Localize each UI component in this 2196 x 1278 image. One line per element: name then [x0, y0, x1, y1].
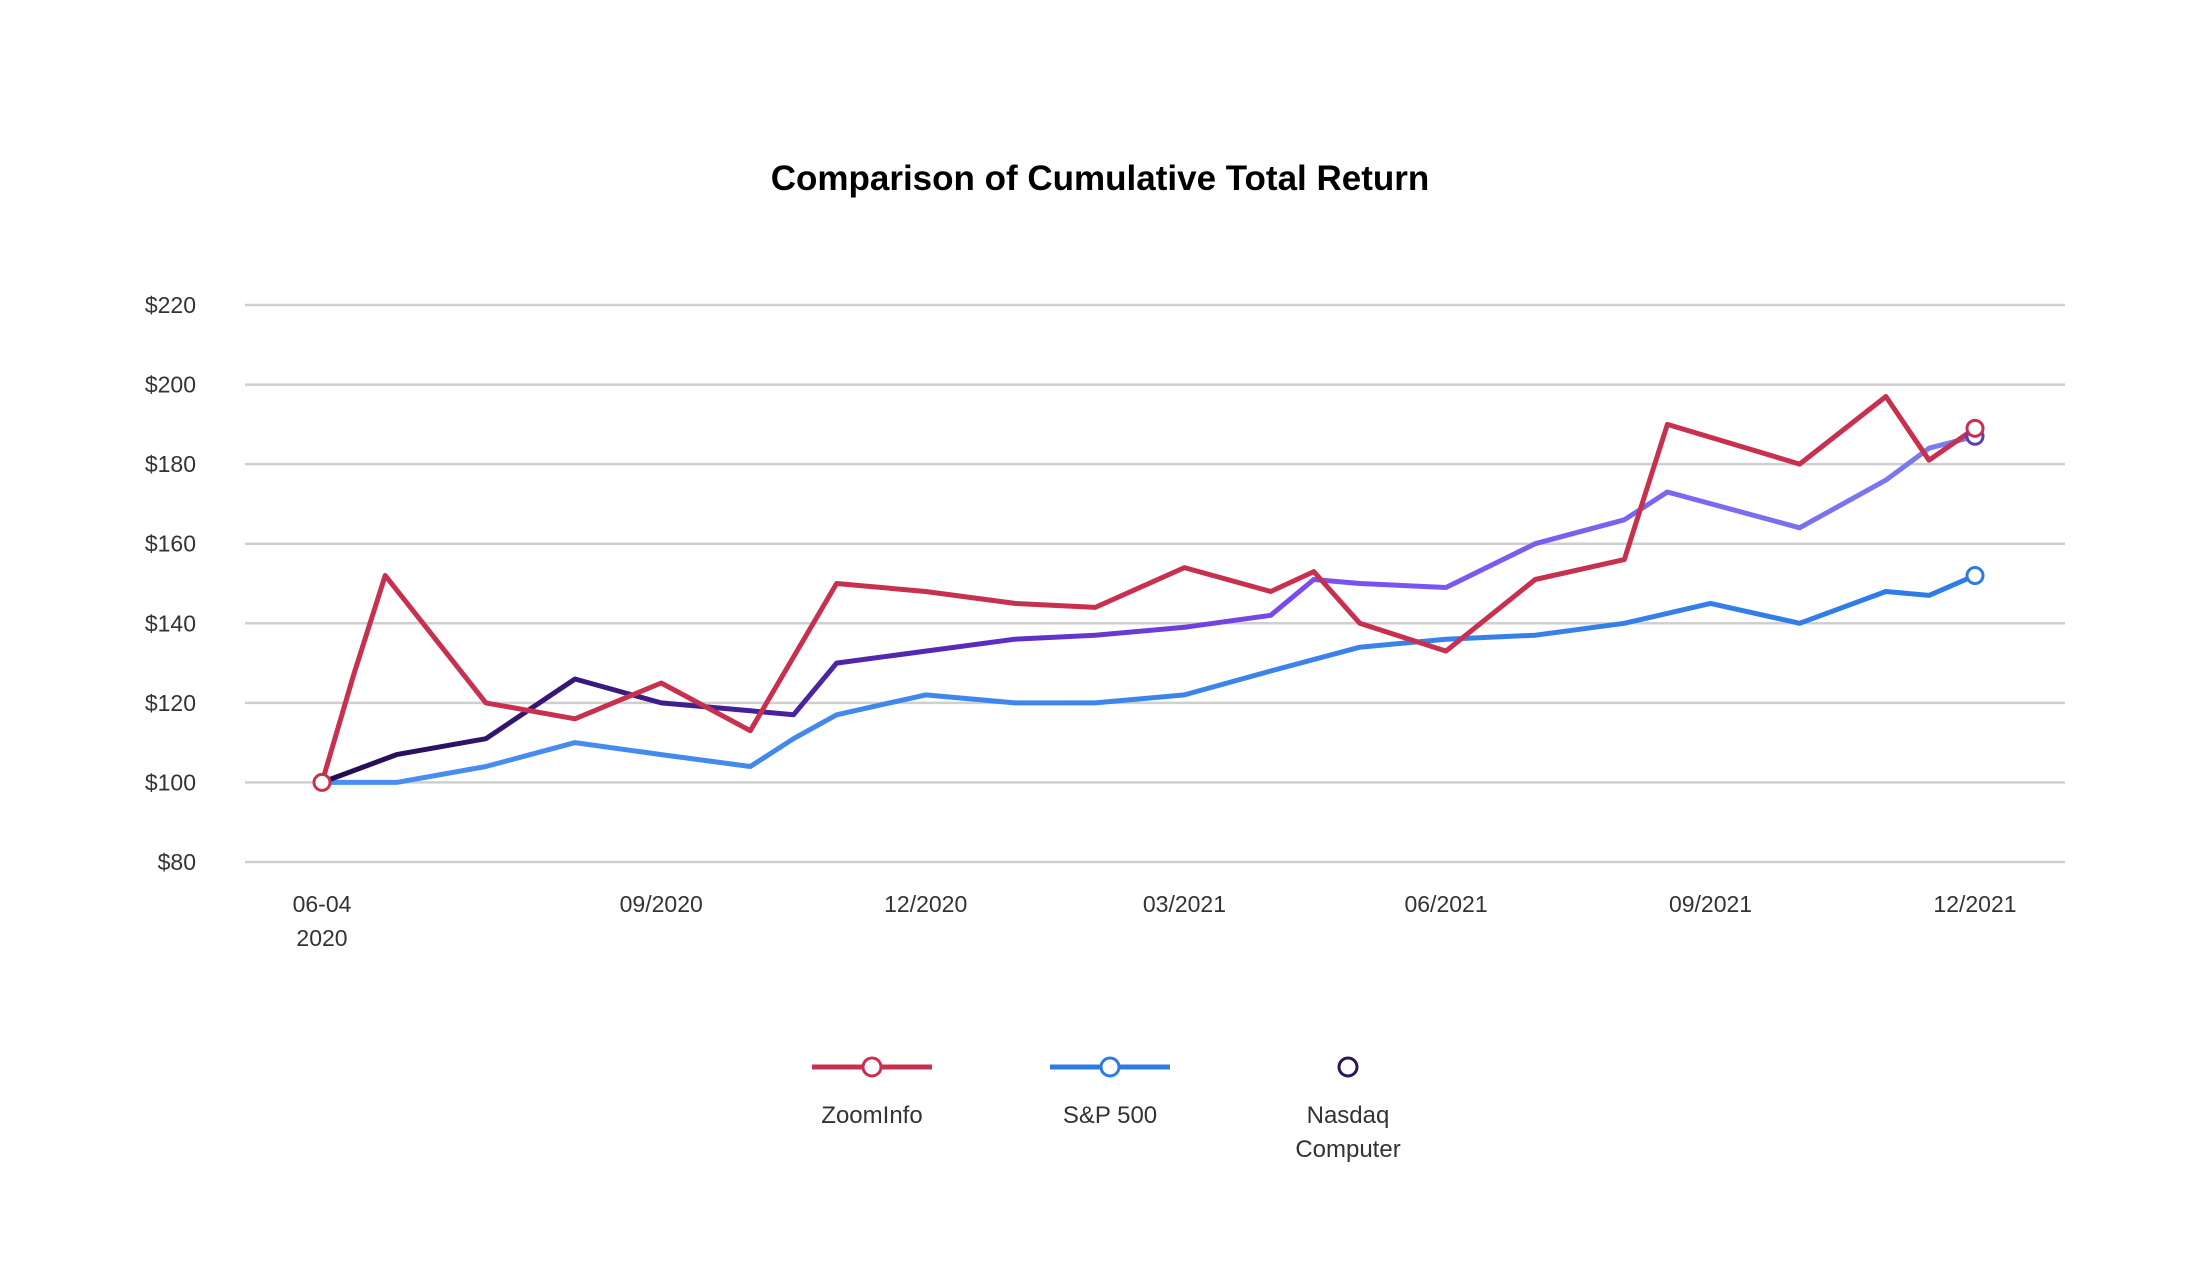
zoominfo-end-marker: [1965, 418, 1985, 438]
y-axis-tick-labels: $80 $100 $120 $140 $160 $180 $200 $220: [145, 292, 196, 875]
x-tick-label: 12/2020: [884, 891, 967, 917]
y-tick-label: $200: [145, 372, 196, 398]
x-tick-label: 09/2020: [620, 891, 703, 917]
y-tick-label: $160: [145, 531, 196, 557]
x-tick-label: 06/2021: [1404, 891, 1487, 917]
legend-label: Nasdaq Computer: [1295, 1102, 1400, 1163]
gridlines: [245, 303, 2065, 864]
sp500-line: [319, 573, 1978, 785]
y-tick-label: $80: [158, 849, 196, 875]
legend-swatch-marker: [861, 1056, 883, 1078]
y-tick-label: $120: [145, 690, 196, 716]
sp500-end-marker: [1965, 566, 1985, 586]
chart-title: Comparison of Cumulative Total Return: [771, 159, 1430, 198]
start-marker: [312, 772, 332, 792]
y-tick-label: $220: [145, 292, 196, 318]
legend-label: ZoomInfo: [821, 1102, 922, 1129]
x-tick-label: 12/2021: [1933, 891, 2016, 917]
y-tick-label: $100: [145, 769, 196, 795]
x-tick-label: 09/2021: [1669, 891, 1752, 917]
legend: ZoomInfo S&P 500 Nasdaq Computer: [812, 1056, 1408, 1163]
legend-label: S&P 500: [1063, 1102, 1157, 1129]
y-tick-label: $180: [145, 451, 196, 477]
y-tick-label: $140: [145, 610, 196, 636]
legend-swatch-marker: [1099, 1056, 1121, 1078]
legend-nasdaq-computer: Nasdaq Computer: [1288, 1056, 1408, 1163]
x-tick-label: 03/2021: [1143, 891, 1226, 917]
series-lines: [319, 394, 1978, 785]
legend-zoominfo: ZoomInfo: [812, 1056, 932, 1129]
endpoint-markers: [312, 418, 1985, 792]
legend-sp500: S&P 500: [1050, 1056, 1170, 1129]
x-axis-tick-labels: 06-04 2020 09/2020 12/2020 03/2021 06/2021 09/…: [293, 891, 2017, 951]
zoominfo-line: [319, 394, 1978, 785]
x-tick-label: 06-04 2020: [293, 891, 352, 951]
legend-swatch-marker: [1337, 1056, 1359, 1078]
